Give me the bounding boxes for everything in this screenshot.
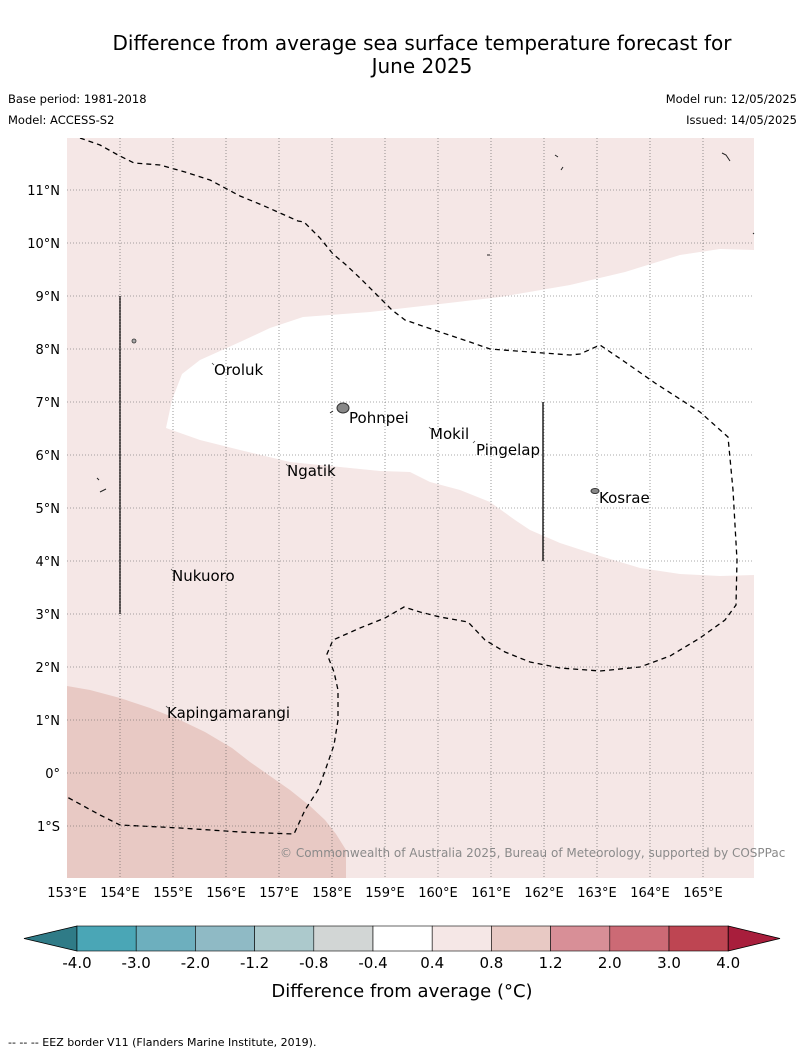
colorbar-segment [550, 925, 611, 952]
colorbar-tick-label: 2.0 [598, 954, 622, 972]
lon-tick-label: 159°E [365, 886, 405, 900]
lat-tick-label: 2°N [36, 661, 61, 676]
colorbar-tick-label: 4.0 [716, 954, 740, 972]
issued-date: Issued: 14/05/2025 [686, 113, 797, 127]
lat-tick-label: 1°S [37, 820, 60, 835]
colorbar-tick-label: 0.4 [420, 954, 444, 972]
lat-tick-label: 6°N [36, 449, 61, 464]
map-title: Difference from average sea surface temp… [112, 31, 732, 78]
lat-tick-label: 11°N [27, 184, 60, 199]
lat-tick-label: 3°N [36, 608, 61, 623]
colorbar-tick-label: -0.8 [299, 954, 328, 972]
lon-tick-label: 160°E [418, 886, 458, 900]
lon-tick-label: 153°E [47, 886, 87, 900]
place-label-oroluk: Oroluk [214, 361, 263, 379]
sst-anomaly-map: 11°N 10°N 9°N 8°N 7°N 6°N 5°N 4°N 3°N 2°N 1°N 0° 1°S… [27, 138, 785, 900]
place-label-kapingamarangi: Kapingamarangi [167, 704, 290, 722]
eez-footnote: -- -- -- EEZ border V11 (Flanders Marine… [8, 1036, 317, 1049]
lon-tick-label: 156°E [206, 886, 246, 900]
colorbar-extend-low [23, 925, 78, 952]
small-island-icon [131, 338, 137, 344]
lon-tick-label: 161°E [471, 886, 511, 900]
map-layer [67, 138, 754, 878]
colorbar-segment [668, 925, 729, 952]
lon-tick-label: 155°E [153, 886, 193, 900]
small-island-icon [96, 152, 755, 493]
graticule [67, 138, 754, 878]
place-labels: Oroluk Pohnpei Mokil Pingelap Ngatik Kos… [167, 361, 650, 722]
anomaly-band-neutral [166, 249, 754, 576]
colorbar-segment [431, 925, 492, 952]
place-label-kosrae: Kosrae [599, 489, 650, 507]
lat-tick-label: 4°N [36, 555, 61, 570]
colorbar-tick-label: 1.2 [539, 954, 563, 972]
colorbar-tick-label: -3.0 [122, 954, 151, 972]
lat-tick-label: 9°N [36, 290, 61, 305]
pohnpei-island-icon [336, 402, 350, 414]
colorbar-tick-label: -0.4 [358, 954, 387, 972]
place-label-pingelap: Pingelap [476, 441, 540, 459]
colorbar-ticks: -4.0 -3.0 -2.0 -1.2 -0.8 -0.4 0.4 0.8 1.2 2.0 3.0 4… [62, 954, 740, 972]
lat-tick-label: 10°N [27, 237, 60, 252]
place-label-ngatik: Ngatik [287, 462, 336, 480]
lat-tick-label: 0° [45, 767, 60, 782]
copyright-notice: © Commonwealth of Australia 2025, Bureau… [280, 846, 785, 860]
colorbar-tick-label: 3.0 [657, 954, 681, 972]
islands [96, 152, 755, 494]
colorbar-segment [609, 925, 670, 952]
model-name: Model: ACCESS-S2 [8, 113, 115, 127]
axis-labels: 11°N 10°N 9°N 8°N 7°N 6°N 5°N 4°N 3°N 2°N 1°N 0° 1°S… [27, 184, 723, 900]
colorbar-extend-high [727, 925, 781, 952]
place-markers [165, 362, 476, 709]
lat-tick-label: 7°N [36, 396, 61, 411]
colorbar-tick-label: 0.8 [479, 954, 503, 972]
lon-tick-label: 154°E [100, 886, 140, 900]
lon-tick-label: 165°E [683, 886, 723, 900]
base-period: Base period: 1981-2018 [8, 92, 147, 106]
anomaly-band-warm [67, 686, 346, 878]
colorbar-label: Difference from average (°C) [271, 981, 532, 1002]
lat-tick-label: 8°N [36, 343, 61, 358]
place-label-nukuoro: Nukuoro [172, 567, 235, 585]
colorbar-tick-label: -2.0 [181, 954, 210, 972]
lat-tick-label: 5°N [36, 502, 61, 517]
colorbar-segment [76, 925, 137, 952]
lon-tick-label: 162°E [524, 886, 564, 900]
colorbar-tick-label: -1.2 [240, 954, 269, 972]
model-run: Model run: 12/05/2025 [665, 92, 797, 106]
lon-tick-label: 158°E [312, 886, 352, 900]
lon-tick-label: 157°E [259, 886, 299, 900]
place-label-mokil: Mokil [430, 425, 469, 443]
colorbar-segment [254, 925, 315, 952]
colorbar-segment [372, 925, 433, 952]
colorbar-segment [135, 925, 196, 952]
lon-tick-label: 163°E [577, 886, 617, 900]
colorbar-segments [23, 925, 781, 952]
colorbar-segment [491, 925, 551, 952]
kosrae-island-icon [590, 488, 600, 494]
colorbar-segment [195, 925, 255, 952]
colorbar-segment [313, 925, 374, 952]
lon-tick-label: 164°E [630, 886, 670, 900]
place-label-pohnpei: Pohnpei [349, 409, 409, 427]
eez-border [67, 138, 738, 835]
lat-tick-label: 1°N [36, 714, 61, 729]
colorbar-tick-label: -4.0 [62, 954, 91, 972]
